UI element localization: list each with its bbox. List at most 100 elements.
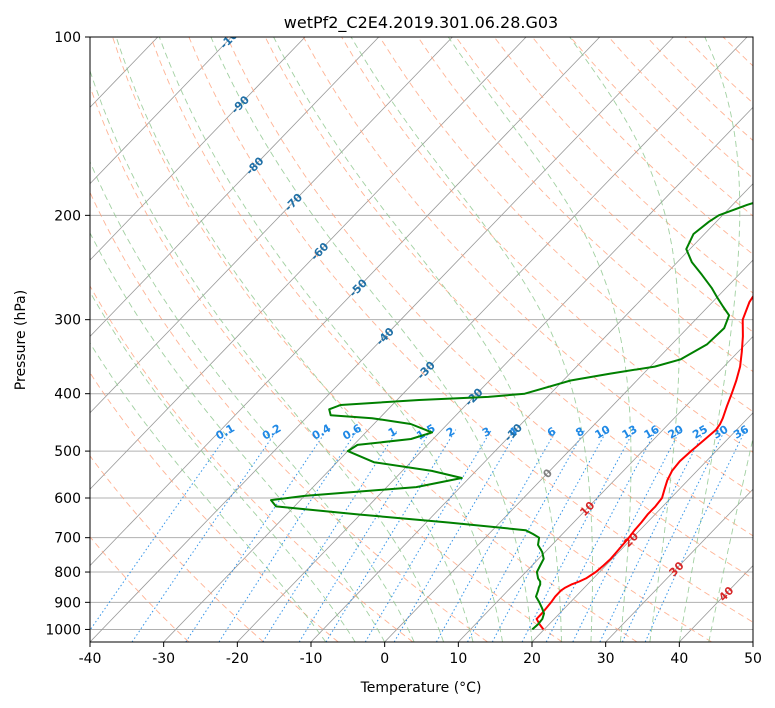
mixing-ratio-line [131, 429, 278, 642]
isotherm-line [90, 37, 306, 261]
mixing-ratio-line [491, 429, 608, 642]
dry-adiabat-line [90, 455, 264, 642]
y-tick-label: 700 [54, 531, 81, 547]
y-tick-label: 300 [54, 313, 81, 329]
dry-adiabat-line [112, 37, 638, 642]
moist-adiabat-line [708, 436, 753, 642]
dry-adiabat-line [493, 37, 753, 294]
moist-adiabat-line [90, 160, 415, 642]
isotherm-line [90, 37, 674, 642]
mixing-ratio-label: 20 [666, 423, 686, 442]
mixing-ratio-line [218, 429, 358, 642]
plot-area: 0.1 0.2 0.4 0.6 1 1.5 2 3 4 6 8 10 13 16 20 25 30 36-100-… [0, 37, 775, 642]
mixing-ratio-line [467, 429, 586, 642]
mixing-ratio-line [572, 429, 681, 642]
moist-adiabat-line [569, 37, 680, 642]
x-tick-label: -20 [226, 651, 249, 667]
mixing-ratio-label: 3 [480, 425, 493, 440]
dry-adiabat-line [90, 191, 488, 642]
y-tick-label: 400 [54, 387, 81, 403]
y-tick-label: 600 [54, 491, 81, 507]
moist-adiabat-line [90, 291, 356, 642]
mixing-ratio-line [364, 429, 493, 642]
mixing-ratio-label: 0.2 [260, 422, 283, 443]
x-tick-label: 0 [380, 651, 389, 667]
x-axis: -40 -30 -20 -10 0 10 20 30 40 50 [79, 642, 762, 667]
mixing-ratio-line [298, 429, 432, 642]
mixing-ratio-label: 6 [545, 424, 558, 439]
mixing-ratio-label: 10 [593, 423, 613, 442]
isotherm-line [458, 335, 753, 642]
moist-adiabat-line [115, 37, 474, 642]
dry-adiabat-line [188, 37, 753, 623]
mixing-ratio-line [545, 429, 657, 642]
mixing-ratio-label: 36 [731, 423, 751, 442]
mixing-ratio-line [185, 429, 328, 642]
x-tick-label: 20 [523, 651, 541, 667]
y-tick-label: 500 [54, 444, 81, 460]
mixing-ratio-label: 0.4 [310, 421, 334, 442]
x-tick-label: -10 [300, 651, 323, 667]
x-tick-label: 10 [449, 651, 467, 667]
mixing-ratio-label: 13 [620, 423, 640, 442]
dewpoint-series-line [270, 202, 753, 631]
isotherm-line [384, 259, 753, 642]
x-tick-label: -40 [79, 651, 102, 667]
mixing-ratio-line [393, 429, 519, 642]
isotherm-line [605, 488, 753, 642]
mixing-ratio-line [621, 429, 726, 642]
dry-adiabat-line [455, 37, 753, 333]
mixing-ratio-line [262, 429, 399, 642]
isotherm-line [90, 37, 601, 567]
isotherm-line [90, 37, 232, 185]
mixing-ratio-line [599, 429, 706, 642]
isotherm-line [90, 37, 380, 338]
dry-adiabat-line [417, 37, 753, 373]
moist-adiabat-line [90, 69, 445, 642]
mixing-ratio-label: 2 [444, 425, 457, 440]
dry-adiabat-line [761, 37, 775, 642]
plot-frame [89, 36, 754, 643]
mixing-ratio-line [325, 429, 457, 642]
dry-adiabat-line [722, 37, 753, 67]
moist-adiabat-line [158, 37, 503, 642]
background-labels: 0.1 0.2 0.4 0.6 1 1.5 2 3 4 6 8 10 13 16 20 25 30 36-100-… [213, 37, 751, 604]
dry-adiabat-line [90, 85, 563, 642]
mixing-ratio-label: 16 [642, 423, 662, 442]
x-tick-label: 30 [597, 651, 615, 667]
x-tick-label: 40 [670, 651, 688, 667]
y-axis-label: Pressure (hPa) [13, 290, 29, 390]
moist-adiabat-line [350, 37, 593, 642]
y-tick-label: 900 [54, 595, 81, 611]
isotherm-line [0, 37, 10, 642]
isotherm-line [163, 37, 748, 642]
x-tick-label: -30 [152, 651, 175, 667]
y-tick-label: 100 [54, 30, 81, 46]
mixing-ratio-label: 1 [386, 425, 399, 440]
moist-adiabat-line [273, 37, 562, 642]
isotherm-line [237, 106, 753, 642]
mixing-ratio-label: 8 [573, 425, 586, 440]
dry-adiabat-line [150, 37, 712, 642]
mixing-ratio-line [521, 429, 635, 642]
moist-adiabat-line [210, 37, 533, 642]
isotherm-line [90, 37, 453, 414]
mixing-ratio-line [435, 429, 558, 642]
dry-adiabat-line [90, 372, 339, 642]
dry-adiabat-line [264, 37, 753, 537]
dry-adiabat-line [570, 37, 753, 217]
isotherm-line [90, 37, 527, 490]
mixing-ratio-label: 25 [690, 423, 710, 442]
isotherm-line [752, 641, 753, 642]
y-tick-label: 800 [54, 565, 81, 581]
mixing-ratio-line [644, 429, 747, 642]
moist-adiabat-line [678, 37, 741, 642]
dry-adiabat-line [341, 37, 753, 453]
background-lines [0, 37, 775, 642]
series-lines [270, 202, 753, 631]
y-tick-label: 200 [54, 208, 81, 224]
temperature-series-line [535, 294, 753, 630]
moist-adiabat-line [90, 231, 386, 642]
chart-title: wetPf2_C2E4.2019.301.06.28.G03 [284, 13, 558, 33]
